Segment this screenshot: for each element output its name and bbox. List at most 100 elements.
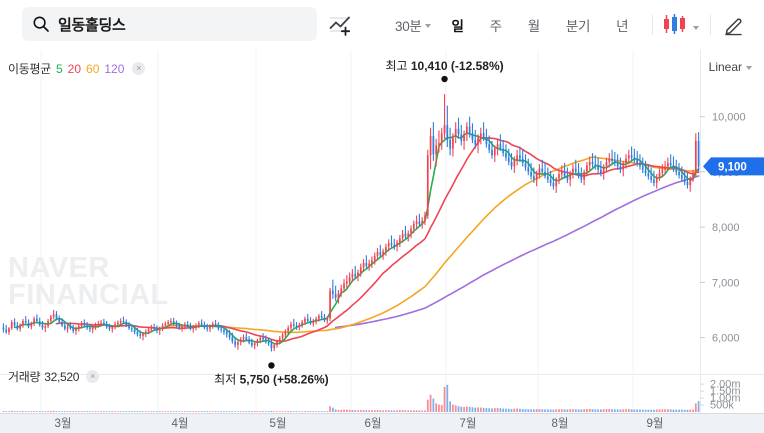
period-tab-year[interactable]: 년 (616, 19, 629, 34)
candle-body (55, 314, 58, 319)
volume-bar (692, 409, 694, 412)
candle-body (44, 326, 47, 328)
volume-bar (686, 409, 689, 412)
volume-bar (521, 409, 524, 412)
volume-bar (189, 411, 192, 412)
candle-body (608, 158, 611, 162)
candle-body (267, 342, 270, 344)
ma-legend-60[interactable]: 60 (86, 61, 100, 76)
candle-body (404, 233, 407, 237)
candle-body (371, 260, 373, 264)
volume-bar (306, 411, 309, 412)
volume-bar (320, 411, 323, 412)
candle-body (220, 328, 223, 330)
ma-legend-20[interactable]: 20 (67, 61, 82, 76)
volume-bar (496, 407, 499, 412)
volume-bar (454, 405, 457, 412)
volume-bar (351, 409, 354, 412)
candle-body (136, 332, 139, 335)
candle-body (130, 328, 133, 330)
candle-body (641, 166, 644, 170)
ma-line-60 (167, 156, 700, 334)
volume-legend-title: 거래량 (8, 370, 41, 384)
volume-bar (245, 411, 248, 412)
candle-body (521, 158, 524, 164)
volume-bar (426, 399, 429, 412)
candle-body (477, 137, 479, 145)
close-icon[interactable]: × (132, 62, 146, 75)
volume-bar (290, 411, 292, 412)
candle-body (292, 324, 295, 327)
volume-bar (220, 411, 223, 412)
candle-body (184, 324, 186, 327)
candle-body (586, 165, 588, 172)
pencil-icon[interactable] (722, 13, 746, 37)
candle-body (513, 159, 516, 167)
candle-body (186, 324, 189, 327)
chart-canvas[interactable]: 10,0009,0008,0007,0006,0002.00m1.50m1.00… (0, 50, 764, 433)
volume-bar (237, 411, 239, 412)
scale-type-selector[interactable]: Linear (709, 60, 752, 74)
volume-bar (47, 411, 49, 412)
candle-body (61, 322, 63, 326)
volume-bar (672, 409, 675, 412)
candle-body (686, 181, 689, 186)
volume-bar (103, 411, 105, 412)
volume-bar (602, 409, 605, 412)
period-tab-month[interactable]: 월 (527, 19, 540, 34)
volume-bar (577, 409, 580, 412)
ma-legend-120[interactable]: 120 (104, 61, 125, 76)
ma-legend-title: 이동평균 (8, 62, 51, 76)
candle-body (653, 179, 655, 183)
ma-legend-5[interactable]: 5 (55, 61, 63, 76)
volume-bar (625, 409, 627, 412)
candle-body (30, 323, 33, 327)
candle-body (63, 325, 66, 329)
candle-body (373, 255, 376, 261)
candle-body (225, 332, 228, 335)
candle-body (144, 331, 147, 334)
volume-bar (200, 411, 203, 412)
chart-type-selector[interactable] (662, 13, 699, 40)
volume-bar (354, 410, 357, 412)
volume-bar (276, 411, 278, 412)
volume-bar (256, 411, 259, 412)
candle-body (613, 160, 616, 164)
candle-body (164, 323, 167, 326)
low-annotation: 최저 5,750 (+58.26%) (214, 372, 329, 386)
candle-body (38, 321, 41, 325)
candle-body (519, 155, 521, 159)
volume-bar (622, 409, 625, 412)
volume-bar (197, 411, 200, 412)
candle-body (326, 318, 329, 321)
volume-bar (345, 409, 348, 412)
candle-body (33, 318, 35, 324)
candle-body (432, 136, 435, 155)
candle-body (482, 133, 485, 138)
candle-body (318, 316, 320, 319)
candle-body (460, 134, 463, 141)
candle-body (264, 339, 267, 343)
volume-bar (281, 411, 284, 412)
candle-body (69, 326, 72, 329)
volume-bar (130, 411, 133, 412)
candle-body (667, 163, 669, 167)
candle-body (312, 321, 315, 324)
candle-body (569, 173, 572, 180)
volume-bar (340, 409, 343, 412)
candle-body (530, 171, 532, 177)
volume-bar (538, 409, 541, 412)
volume-bar (569, 409, 572, 412)
period-tab-week[interactable]: 주 (489, 19, 502, 34)
search-input[interactable]: 일동홀딩스 (22, 7, 317, 41)
stock-chart[interactable]: 10,0009,0008,0007,0006,0002.00m1.50m1.00… (0, 50, 764, 433)
period-tab-30min[interactable]: 30분 (382, 15, 439, 35)
period-tab-day[interactable]: 일 (451, 19, 464, 34)
volume-bar (41, 411, 44, 412)
close-icon[interactable]: × (86, 370, 100, 383)
period-tab-quarter[interactable]: 분기 (565, 19, 591, 34)
volume-bar (234, 411, 236, 412)
line-chart-plus-icon[interactable] (327, 12, 353, 38)
volume-bar (184, 411, 186, 412)
candle-body (577, 171, 580, 177)
